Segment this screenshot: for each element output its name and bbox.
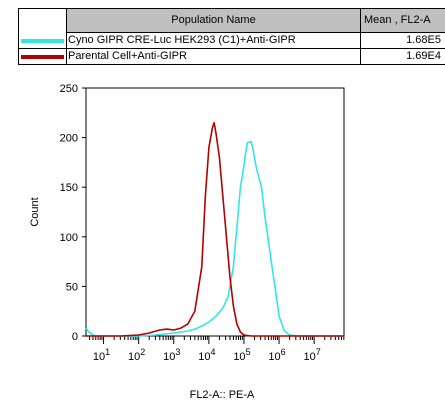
legend-swatch-cell-1: [18, 49, 66, 65]
histogram-chart: 0 50 100 150 200 250 101 102 103 104 105 106 107 Co…: [29, 83, 345, 401]
x-tick-label: 104: [198, 347, 215, 363]
plot-frame: [85, 87, 345, 337]
y-tick-label: 0: [72, 331, 78, 343]
y-tick-label: 100: [60, 232, 78, 244]
legend-header-name: Population Name: [66, 8, 360, 33]
legend-table: Population Name Mean , FL2-A Cyno GIPR C…: [18, 8, 445, 72]
legend-header-stat: Mean , FL2-A: [360, 8, 445, 33]
legend-row-value-1: 1.69E4: [360, 49, 445, 65]
legend-row-name-0: Cyno GIPR CRE-Luc HEK293 (C1)+Anti-GIPR: [66, 33, 360, 49]
x-tick-label: 102: [128, 347, 145, 363]
x-tick-label: 106: [268, 347, 285, 363]
legend-swatch-1: [21, 55, 64, 59]
legend-header-blank: [18, 8, 66, 33]
y-tick-label: 50: [66, 281, 78, 293]
x-tick-label: 101: [93, 347, 110, 363]
legend-swatch-0: [21, 39, 64, 43]
x-axis-title: FL2-A:: PE-A: [190, 389, 255, 401]
y-axis: 0 50 100 150 200 250: [60, 83, 86, 343]
x-tick-label: 107: [304, 347, 321, 363]
y-tick-label: 150: [60, 182, 78, 194]
x-tick-label: 105: [233, 347, 250, 363]
legend-row-name-1: Parental Cell+Anti-GIPR: [66, 49, 360, 65]
legend-row-value-0: 1.68E5: [360, 33, 445, 49]
series-group: [85, 121, 344, 337]
x-tick-label: 103: [163, 347, 180, 363]
series-line-0: [85, 140, 344, 337]
series-line-1: [86, 121, 344, 337]
y-axis-title: Count: [29, 197, 41, 226]
legend-swatch-cell-0: [18, 33, 66, 49]
x-axis: 101 102 103 104 105 106 107: [89, 336, 345, 363]
y-tick-label: 200: [60, 133, 78, 145]
y-tick-label: 250: [60, 83, 78, 95]
